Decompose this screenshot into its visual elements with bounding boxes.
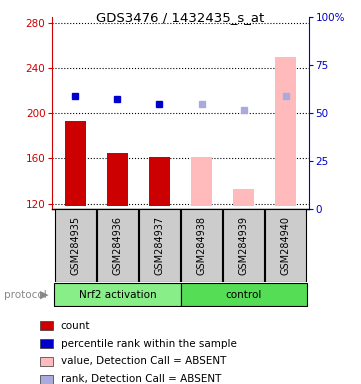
Text: GSM284940: GSM284940 xyxy=(280,216,291,275)
Bar xyxy=(139,209,180,282)
Text: Nrf2 activation: Nrf2 activation xyxy=(79,290,156,300)
Text: count: count xyxy=(61,321,90,331)
Bar xyxy=(180,283,306,306)
Text: GSM284937: GSM284937 xyxy=(155,216,165,275)
Bar xyxy=(65,121,86,206)
Bar xyxy=(149,157,170,206)
Text: protocol: protocol xyxy=(4,290,46,300)
Bar xyxy=(275,57,296,206)
Bar xyxy=(233,189,254,206)
Text: ▶: ▶ xyxy=(40,290,49,300)
Bar xyxy=(97,209,138,282)
Bar xyxy=(191,157,212,206)
Text: value, Detection Call = ABSENT: value, Detection Call = ABSENT xyxy=(61,356,226,366)
Text: GSM284939: GSM284939 xyxy=(239,216,248,275)
Bar xyxy=(40,321,53,330)
Bar xyxy=(40,339,53,348)
Bar xyxy=(40,357,53,366)
Text: GDS3476 / 1432435_s_at: GDS3476 / 1432435_s_at xyxy=(96,12,265,25)
Text: GSM284938: GSM284938 xyxy=(196,216,206,275)
Bar xyxy=(181,209,222,282)
Bar xyxy=(223,209,264,282)
Text: percentile rank within the sample: percentile rank within the sample xyxy=(61,339,236,349)
Bar xyxy=(40,374,53,384)
Bar xyxy=(265,209,306,282)
Bar xyxy=(107,153,128,206)
Bar xyxy=(55,283,180,306)
Text: GSM284936: GSM284936 xyxy=(113,216,122,275)
Text: control: control xyxy=(225,290,262,300)
Text: GSM284935: GSM284935 xyxy=(70,216,81,275)
Bar xyxy=(55,209,96,282)
Text: rank, Detection Call = ABSENT: rank, Detection Call = ABSENT xyxy=(61,374,221,384)
